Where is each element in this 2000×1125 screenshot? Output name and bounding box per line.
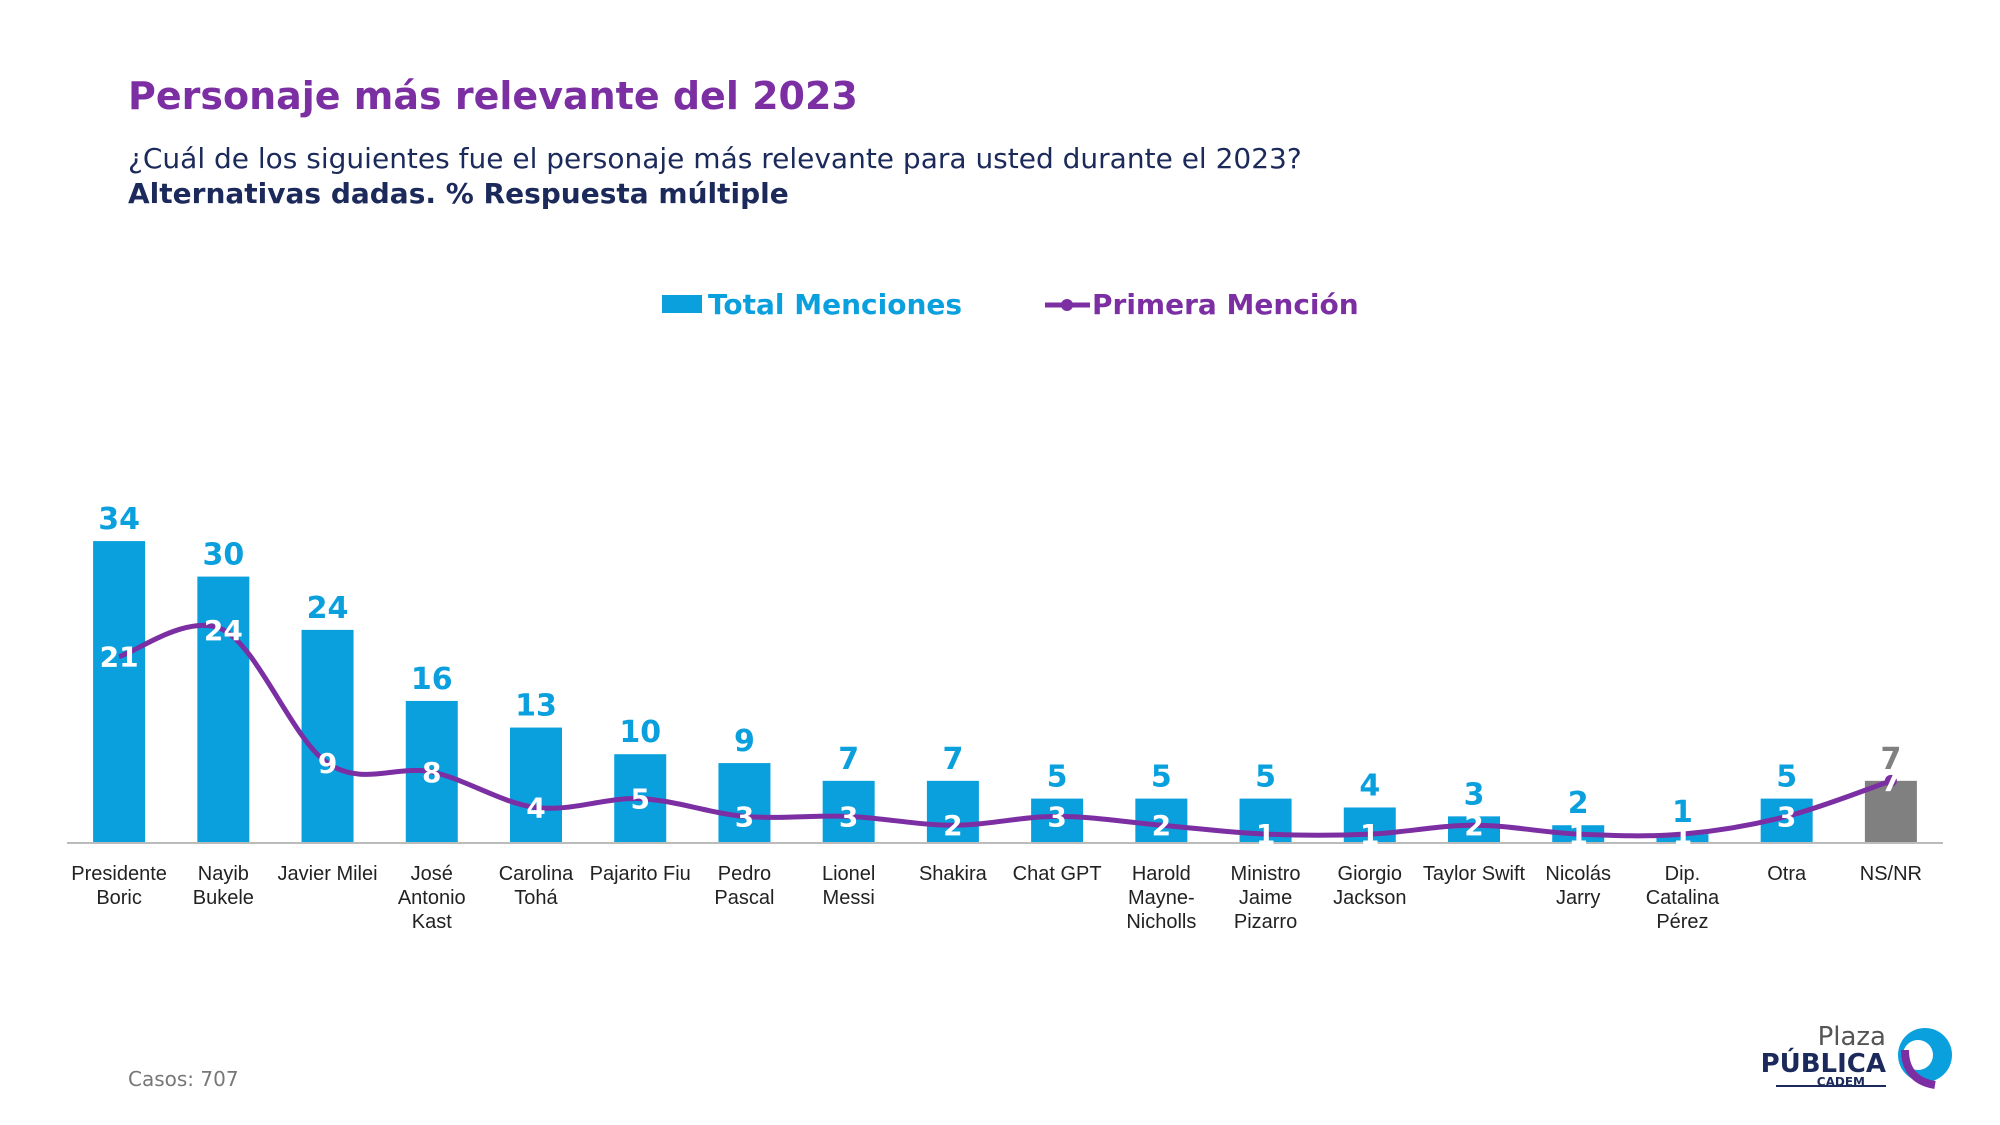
line-value-label: 2 xyxy=(943,809,962,842)
x-tick-label: Pedro Pascal xyxy=(714,863,775,909)
bar-value-label: 7 xyxy=(1880,742,1901,777)
line-value-label: 4 xyxy=(526,791,545,824)
line-value-label: 8 xyxy=(422,756,441,789)
logo-icon xyxy=(1901,1049,1936,1089)
line-value-label: 7 xyxy=(1881,765,1900,798)
x-tick-label: Nicolás Jarry xyxy=(1545,863,1611,909)
bar xyxy=(822,780,875,843)
line-value-label: 9 xyxy=(318,747,337,780)
bar xyxy=(1448,816,1500,843)
logo-text: PÚBLICA xyxy=(1761,1047,1886,1079)
line-marker xyxy=(1884,774,1897,787)
logo-text: CADEM xyxy=(1817,1075,1865,1089)
note: Alternativas dadas. % Respuesta múltiple xyxy=(128,177,789,210)
x-tick-label: José Antonio Kast xyxy=(397,863,466,933)
subtitle: ¿Cuál de los siguientes fue el personaje… xyxy=(128,142,1302,175)
bar xyxy=(301,629,354,843)
bar-value-label: 16 xyxy=(411,662,453,697)
x-tick-label: Shakira xyxy=(918,863,987,885)
x-tick-label: Carolina Tohá xyxy=(498,863,574,909)
bar-value-label: 1 xyxy=(1672,795,1693,830)
line-value-label: 2 xyxy=(1464,809,1483,842)
bar-value-label: 5 xyxy=(1047,760,1068,795)
bar-value-label: 9 xyxy=(734,724,755,759)
line-value-label: 5 xyxy=(630,783,649,816)
bar-value-label: 3 xyxy=(1464,777,1485,812)
bar-value-label: 5 xyxy=(1776,760,1797,795)
bar-value-label: 2 xyxy=(1568,786,1589,821)
bar xyxy=(197,576,250,843)
bar-value-label: 4 xyxy=(1359,768,1380,803)
x-tick-label: Nayib Bukele xyxy=(192,863,254,909)
legend-dot xyxy=(1061,299,1073,311)
x-tick-label: NS/NR xyxy=(1859,863,1922,885)
x-tick-label: Otra xyxy=(1767,863,1807,885)
bar xyxy=(1031,798,1084,843)
legend-swatch xyxy=(662,295,702,313)
line-value-label: 3 xyxy=(1047,800,1066,833)
bar xyxy=(926,780,979,843)
bar xyxy=(1864,780,1917,843)
line-value-label: 1 xyxy=(1360,818,1379,851)
bar xyxy=(1656,834,1709,843)
line-value-label: 1 xyxy=(1673,818,1692,851)
legend-label: Primera Mención xyxy=(1092,288,1359,321)
bar-value-label: 7 xyxy=(942,742,963,777)
line-value-label: 24 xyxy=(204,614,243,647)
footnote: Casos: 707 xyxy=(128,1067,239,1091)
bar xyxy=(93,541,146,843)
x-tick-label: Giorgio Jackson xyxy=(1333,863,1407,909)
bar-value-label: 5 xyxy=(1255,760,1276,795)
bar xyxy=(718,763,771,843)
line-value-label: 3 xyxy=(839,800,858,833)
line-value-label: 3 xyxy=(1777,800,1796,833)
line-value-label: 3 xyxy=(735,800,754,833)
bar-value-label: 30 xyxy=(202,538,244,573)
x-tick-label: Ministro Jaime Pizarro xyxy=(1230,863,1301,933)
x-tick-label: Taylor Swift xyxy=(1422,863,1526,885)
x-tick-label: Chat GPT xyxy=(1012,863,1102,885)
line-value-label: 1 xyxy=(1256,818,1275,851)
line-value-label: 21 xyxy=(100,641,139,674)
x-tick-label: Pajarito Fiu xyxy=(589,863,691,885)
bar xyxy=(510,727,562,843)
bar-value-label: 10 xyxy=(619,715,661,750)
bar-value-label: 34 xyxy=(98,502,140,537)
x-tick-label: Presidente Boric xyxy=(71,863,167,909)
x-tick-label: Dip. Catalina Pérez xyxy=(1645,863,1720,933)
bar-value-label: 5 xyxy=(1151,760,1172,795)
bar-value-label: 24 xyxy=(307,591,349,626)
line xyxy=(118,622,1892,839)
x-tick-label: Harold Mayne-Nicholls xyxy=(1126,863,1197,933)
x-tick-label: Javier Milei xyxy=(277,863,378,885)
logo-text: Plaza xyxy=(1818,1022,1886,1052)
line-value-label: 2 xyxy=(1152,809,1171,842)
bar-value-label: 7 xyxy=(838,742,859,777)
title: Personaje más relevante del 2023 xyxy=(128,74,858,118)
x-tick-label: Lionel Messi xyxy=(821,863,876,909)
bar xyxy=(1135,798,1188,843)
line-value-label: 1 xyxy=(1568,818,1587,851)
legend-label: Total Menciones xyxy=(708,288,962,321)
bar-value-label: 13 xyxy=(515,689,557,724)
